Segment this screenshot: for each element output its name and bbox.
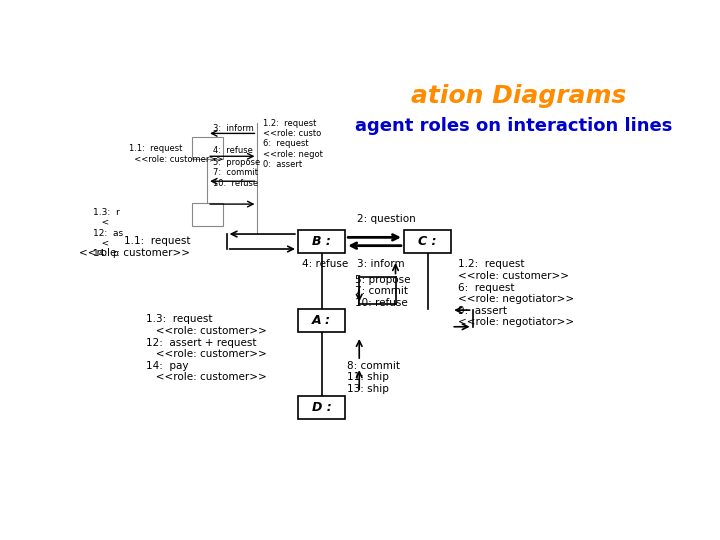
Text: B :: B :: [312, 235, 331, 248]
Text: ation Diagrams: ation Diagrams: [411, 84, 626, 107]
Text: D :: D :: [312, 401, 331, 414]
FancyBboxPatch shape: [298, 230, 346, 253]
Text: 1.2:  request
<<role: customer>>
6:  request
<<role: negotiator>>
9:  assert
<<r: 1.2: request <<role: customer>> 6: reque…: [459, 260, 575, 327]
Text: 4:  refuse: 4: refuse: [213, 146, 253, 156]
FancyBboxPatch shape: [298, 309, 346, 332]
Text: 1.3:  r
   <
12:  as
   <
14:  p: 1.3: r < 12: as < 14: p: [93, 208, 123, 259]
FancyBboxPatch shape: [298, 396, 346, 419]
Text: 4: refuse: 4: refuse: [302, 259, 348, 268]
Text: agent roles on interaction lines: agent roles on interaction lines: [355, 117, 672, 135]
Text: C :: C :: [418, 235, 437, 248]
Text: 1.3:  request
   <<role: customer>>
12:  assert + request
   <<role: customer>>
: 1.3: request <<role: customer>> 12: asse…: [145, 314, 266, 382]
Text: 2: question: 2: question: [356, 214, 415, 224]
Text: 3: inform: 3: inform: [356, 259, 405, 269]
Text: 8: commit
11: ship
13: ship: 8: commit 11: ship 13: ship: [347, 361, 400, 394]
Text: 5:  propose
7:  commit
10:  refuse: 5: propose 7: commit 10: refuse: [213, 158, 260, 188]
Text: 1.2:  request
<<role: custo
6:  request
<<role: negot
0:  assert: 1.2: request <<role: custo 6: request <<…: [263, 118, 323, 169]
FancyBboxPatch shape: [192, 137, 222, 159]
Text: 5: propose
7: commit
10: refuse: 5: propose 7: commit 10: refuse: [355, 275, 410, 308]
FancyBboxPatch shape: [192, 203, 222, 226]
Text: 3:  inform: 3: inform: [213, 124, 253, 132]
Text: 1.1:  request
  <<role: customer>>: 1.1: request <<role: customer>>: [129, 145, 223, 164]
FancyBboxPatch shape: [404, 230, 451, 253]
Text: A :: A :: [312, 314, 331, 327]
Text: 1.1:  request
<<role: customer>>: 1.1: request <<role: customer>>: [79, 236, 190, 258]
